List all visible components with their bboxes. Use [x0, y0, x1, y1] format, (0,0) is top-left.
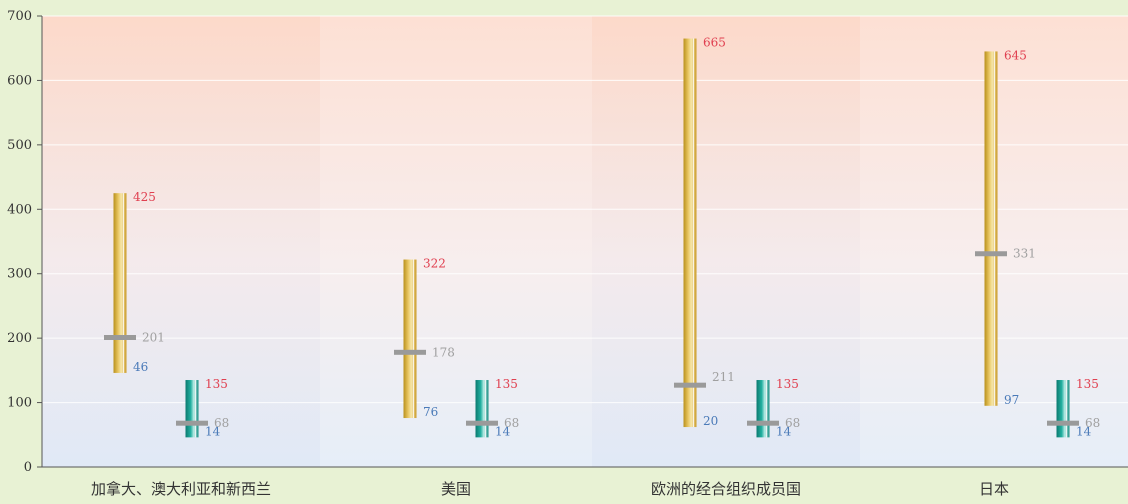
category-band	[42, 16, 320, 467]
median-marker	[466, 420, 498, 426]
y-tick-label: 600	[7, 73, 32, 88]
y-tick-label: 500	[7, 138, 32, 153]
median-value-label: 331	[1013, 247, 1036, 261]
min-value-label: 46	[133, 360, 148, 374]
median-marker	[104, 334, 136, 340]
median-value-label: 68	[785, 416, 800, 430]
median-marker	[975, 251, 1007, 257]
range-bar	[756, 380, 770, 438]
x-category-label: 加拿大、澳大利亚和新西兰	[91, 480, 271, 498]
max-value-label: 135	[495, 377, 518, 391]
median-value-label: 178	[432, 345, 455, 359]
median-marker	[394, 349, 426, 355]
y-tick-label: 400	[7, 202, 32, 217]
y-tick-label: 100	[7, 396, 32, 411]
median-value-label: 68	[504, 416, 519, 430]
max-value-label: 425	[133, 190, 156, 204]
y-tick-label: 200	[7, 331, 32, 346]
max-value-label: 135	[776, 377, 799, 391]
median-value-label: 201	[142, 330, 165, 344]
min-value-label: 14	[1076, 424, 1092, 438]
median-value-label: 68	[214, 416, 229, 430]
range-bar	[984, 51, 998, 406]
median-marker	[176, 420, 208, 426]
range-bar	[683, 38, 697, 428]
range-bar	[475, 380, 489, 438]
range-bar	[1056, 380, 1070, 438]
min-value-label: 76	[423, 405, 438, 419]
min-value-label: 20	[703, 414, 718, 428]
y-tick-label: 300	[7, 267, 32, 282]
min-value-label: 14	[776, 424, 792, 438]
max-value-label: 645	[1004, 48, 1027, 62]
median-value-label: 211	[712, 370, 735, 384]
category-band	[592, 16, 860, 467]
range-bar	[403, 259, 417, 419]
max-value-label: 322	[423, 257, 446, 271]
median-value-label: 68	[1085, 416, 1100, 430]
min-value-label: 14	[205, 424, 221, 438]
y-tick-label: 0	[24, 460, 32, 475]
max-value-label: 135	[205, 377, 228, 391]
median-marker	[747, 420, 779, 426]
min-value-label: 97	[1004, 393, 1019, 407]
y-tick-label: 700	[7, 9, 32, 24]
range-bar	[185, 380, 199, 438]
x-category-label: 美国	[441, 480, 471, 498]
x-category-label: 欧洲的经合组织成员国	[651, 480, 801, 498]
range-bar	[113, 193, 127, 373]
median-marker	[674, 382, 706, 388]
max-value-label: 665	[703, 36, 726, 50]
median-marker	[1047, 420, 1079, 426]
min-value-label: 14	[495, 424, 511, 438]
x-category-label: 日本	[979, 480, 1009, 498]
max-value-label: 135	[1076, 377, 1099, 391]
